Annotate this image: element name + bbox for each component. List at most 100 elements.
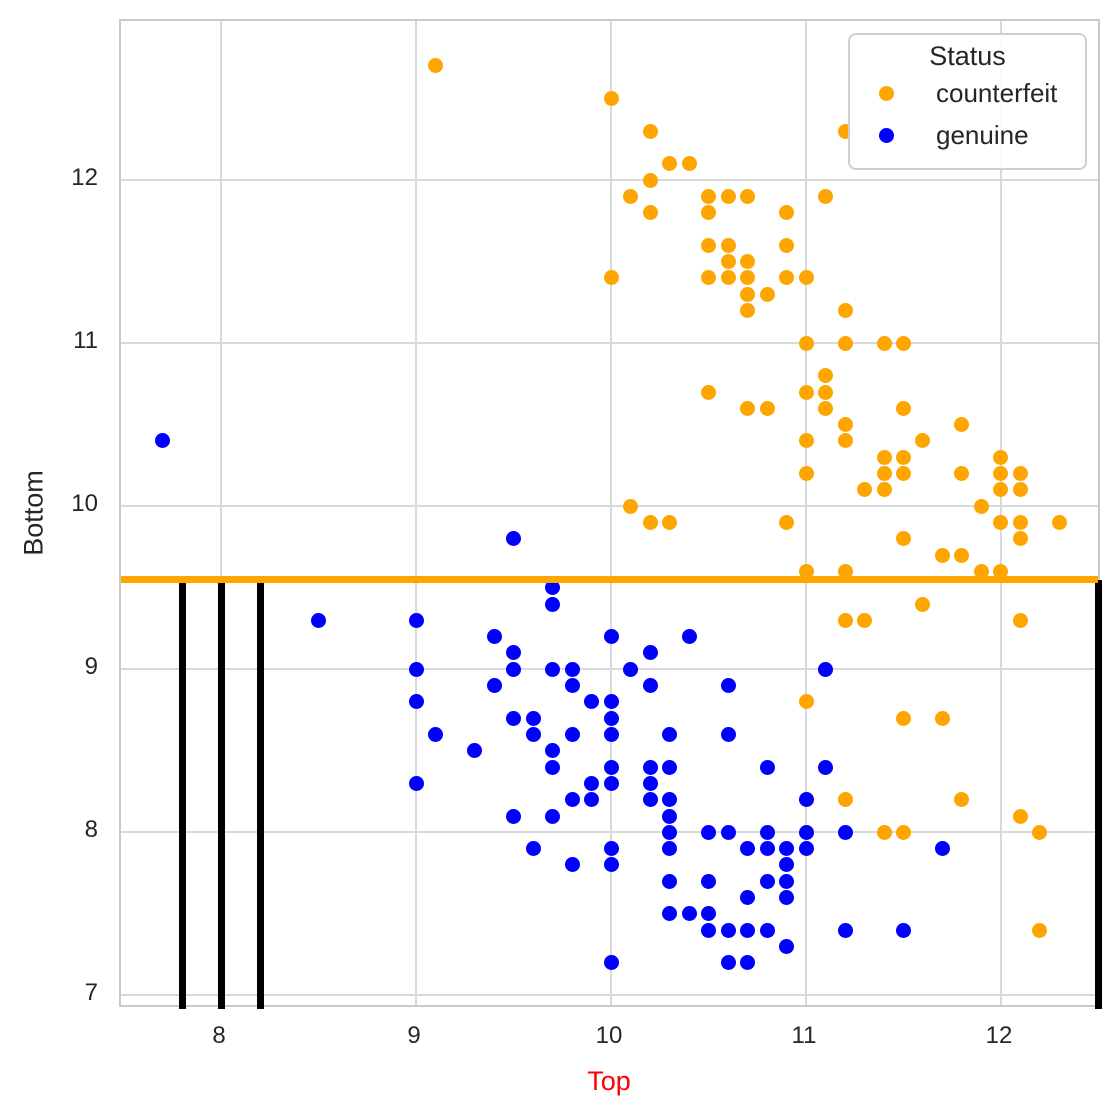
gridline-y-8 xyxy=(121,831,1098,834)
gridline-x-12 xyxy=(999,21,1002,1005)
scatter-point-genuine xyxy=(798,792,814,808)
scatter-point-counterfeit xyxy=(798,270,814,286)
scatter-point-counterfeit xyxy=(837,302,853,318)
scatter-point-genuine xyxy=(701,906,716,922)
scatter-point-genuine xyxy=(564,857,580,873)
scatter-point-genuine xyxy=(506,808,522,824)
scatter-point-genuine xyxy=(603,775,619,791)
scatter-point-counterfeit xyxy=(662,515,677,530)
scatter-point-counterfeit xyxy=(857,482,872,498)
scatter-point-genuine xyxy=(603,710,619,726)
scatter-point-counterfeit xyxy=(857,612,872,628)
scatter-point-counterfeit xyxy=(798,433,814,449)
scatter-point-counterfeit xyxy=(895,710,911,726)
scatter-point-genuine xyxy=(934,841,950,857)
scatter-point-genuine xyxy=(564,678,580,694)
gridline-y-11 xyxy=(121,342,1098,345)
scatter-point-genuine xyxy=(759,873,775,889)
gridline-x-11 xyxy=(805,21,807,1005)
scatter-point-counterfeit xyxy=(876,824,892,840)
scatter-point-genuine xyxy=(545,596,560,612)
scatter-point-genuine xyxy=(720,824,736,840)
scatter-point-counterfeit xyxy=(837,417,853,433)
x-tick-label-12: 12 xyxy=(985,1022,1013,1049)
scatter-point-counterfeit xyxy=(642,515,658,530)
x-tick-label-9: 9 xyxy=(407,1022,421,1049)
scatter-point-genuine xyxy=(662,759,677,775)
legend: Status counterfeit genuine xyxy=(848,33,1087,170)
scatter-point-genuine xyxy=(603,857,619,873)
scatter-point-counterfeit xyxy=(642,172,658,188)
scatter-point-counterfeit xyxy=(818,400,833,416)
scatter-point-genuine xyxy=(564,792,580,808)
scatter-point-counterfeit xyxy=(954,792,970,808)
scatter-point-counterfeit xyxy=(1012,531,1028,547)
scatter-point-counterfeit xyxy=(1012,466,1028,482)
scatter-point-genuine xyxy=(603,629,619,645)
scatter-point-genuine xyxy=(681,629,697,645)
scatter-point-genuine xyxy=(779,939,794,955)
scatter-point-counterfeit xyxy=(779,237,794,253)
scatter-point-genuine xyxy=(662,808,677,824)
scatter-point-genuine xyxy=(311,612,327,628)
scatter-point-counterfeit xyxy=(623,498,638,514)
scatter-point-counterfeit xyxy=(740,270,755,286)
threshold-hline xyxy=(121,576,1098,584)
scatter-point-genuine xyxy=(545,808,560,824)
scatter-point-counterfeit xyxy=(993,466,1009,482)
legend-label-genuine: genuine xyxy=(936,119,1029,150)
scatter-point-genuine xyxy=(779,857,794,873)
scatter-point-counterfeit xyxy=(954,466,970,482)
scatter-point-genuine xyxy=(603,955,619,971)
scatter-point-genuine xyxy=(564,727,580,743)
y-tick-label-12: 12 xyxy=(71,164,98,191)
scatter-point-genuine xyxy=(642,678,658,694)
scatter-point-genuine xyxy=(584,775,599,791)
scatter-point-counterfeit xyxy=(1051,515,1067,530)
scatter-point-genuine xyxy=(759,824,775,840)
scatter-point-genuine xyxy=(545,661,560,677)
scatter-point-genuine xyxy=(408,661,424,677)
gridline-y-10 xyxy=(121,505,1098,508)
scatter-point-counterfeit xyxy=(876,335,892,351)
scatter-point-counterfeit xyxy=(740,400,755,416)
scatter-point-genuine xyxy=(662,792,677,808)
scatter-point-genuine xyxy=(720,955,736,971)
scatter-point-genuine xyxy=(720,678,736,694)
scatter-point-counterfeit xyxy=(701,270,716,286)
scatter-point-genuine xyxy=(545,743,560,759)
marker-vline-x-8.2 xyxy=(256,579,264,1009)
scatter-point-genuine xyxy=(642,775,658,791)
scatter-point-counterfeit xyxy=(818,188,833,204)
scatter-point-counterfeit xyxy=(701,205,716,221)
scatter-point-counterfeit xyxy=(934,547,950,563)
scatter-point-genuine xyxy=(818,759,833,775)
scatter-point-counterfeit xyxy=(759,286,775,302)
gridline-x-8 xyxy=(220,21,223,1005)
genuine-dot-icon xyxy=(879,127,894,143)
scatter-point-genuine xyxy=(506,645,522,661)
scatter-point-counterfeit xyxy=(837,792,853,808)
legend-label-counterfeit: counterfeit xyxy=(936,77,1058,108)
scatter-point-counterfeit xyxy=(720,254,736,270)
scatter-point-counterfeit xyxy=(895,531,911,547)
scatter-point-genuine xyxy=(720,922,736,938)
scatter-point-counterfeit xyxy=(662,156,677,172)
scatter-point-genuine xyxy=(740,841,755,857)
scatter-point-genuine xyxy=(603,759,619,775)
scatter-point-counterfeit xyxy=(740,286,755,302)
gridline-x-9 xyxy=(415,21,418,1005)
scatter-point-counterfeit xyxy=(623,188,638,204)
scatter-point-counterfeit xyxy=(720,270,736,286)
scatter-point-genuine xyxy=(408,612,424,628)
scatter-point-counterfeit xyxy=(1012,482,1028,498)
scatter-point-genuine xyxy=(545,759,560,775)
scatter-point-genuine xyxy=(798,824,814,840)
scatter-point-counterfeit xyxy=(642,123,658,139)
scatter-point-counterfeit xyxy=(603,270,619,286)
scatter-point-counterfeit xyxy=(993,563,1009,579)
scatter-point-counterfeit xyxy=(837,433,853,449)
scatter-point-genuine xyxy=(779,873,794,889)
scatter-point-genuine xyxy=(662,906,677,922)
scatter-point-counterfeit xyxy=(740,188,755,204)
